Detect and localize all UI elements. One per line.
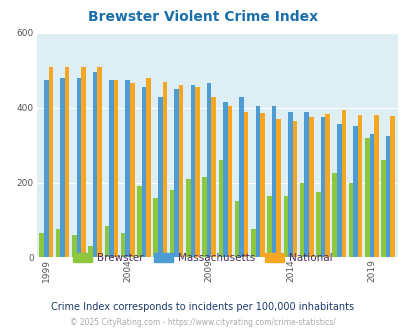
- Bar: [65, 67, 69, 257]
- Text: Crime Index corresponds to incidents per 100,000 inhabitants: Crime Index corresponds to incidents per…: [51, 302, 354, 312]
- Bar: [304, 112, 308, 257]
- Bar: [341, 110, 345, 257]
- Bar: [390, 116, 394, 257]
- Bar: [357, 115, 362, 257]
- Bar: [234, 201, 239, 257]
- Bar: [125, 80, 130, 257]
- Bar: [202, 177, 206, 257]
- Bar: [141, 87, 146, 257]
- Bar: [369, 134, 373, 257]
- Bar: [243, 112, 248, 257]
- Bar: [292, 121, 296, 257]
- Legend: Brewster, Massachusetts, National: Brewster, Massachusetts, National: [68, 249, 337, 267]
- Bar: [283, 196, 288, 257]
- Bar: [49, 67, 53, 257]
- Bar: [169, 190, 174, 257]
- Bar: [218, 160, 222, 257]
- Bar: [130, 83, 134, 257]
- Bar: [81, 67, 85, 257]
- Bar: [178, 85, 183, 257]
- Bar: [239, 97, 243, 257]
- Bar: [60, 78, 65, 257]
- Bar: [380, 160, 385, 257]
- Bar: [288, 112, 292, 257]
- Text: © 2025 CityRating.com - https://www.cityrating.com/crime-statistics/: © 2025 CityRating.com - https://www.city…: [70, 318, 335, 327]
- Bar: [315, 192, 320, 257]
- Bar: [158, 97, 162, 257]
- Bar: [308, 117, 313, 257]
- Bar: [348, 182, 352, 257]
- Bar: [206, 83, 211, 257]
- Bar: [250, 229, 255, 257]
- Bar: [222, 102, 227, 257]
- Bar: [93, 72, 97, 257]
- Bar: [352, 126, 357, 257]
- Bar: [162, 82, 167, 257]
- Bar: [174, 89, 178, 257]
- Bar: [39, 233, 44, 257]
- Bar: [194, 87, 199, 257]
- Bar: [364, 138, 369, 257]
- Bar: [77, 78, 81, 257]
- Bar: [276, 119, 280, 257]
- Bar: [385, 136, 390, 257]
- Bar: [55, 229, 60, 257]
- Bar: [137, 186, 141, 257]
- Bar: [324, 114, 329, 257]
- Bar: [153, 198, 158, 257]
- Bar: [271, 106, 276, 257]
- Bar: [146, 78, 150, 257]
- Bar: [121, 233, 125, 257]
- Bar: [260, 114, 264, 257]
- Bar: [211, 97, 215, 257]
- Bar: [185, 179, 190, 257]
- Bar: [255, 106, 260, 257]
- Bar: [299, 182, 304, 257]
- Bar: [320, 117, 324, 257]
- Bar: [336, 123, 341, 257]
- Bar: [97, 67, 102, 257]
- Text: Brewster Violent Crime Index: Brewster Violent Crime Index: [88, 10, 317, 24]
- Bar: [373, 115, 378, 257]
- Bar: [109, 80, 113, 257]
- Bar: [332, 173, 336, 257]
- Bar: [190, 85, 194, 257]
- Bar: [227, 106, 232, 257]
- Bar: [72, 235, 77, 257]
- Bar: [113, 80, 118, 257]
- Bar: [44, 80, 49, 257]
- Bar: [104, 226, 109, 257]
- Bar: [266, 196, 271, 257]
- Bar: [88, 246, 93, 257]
